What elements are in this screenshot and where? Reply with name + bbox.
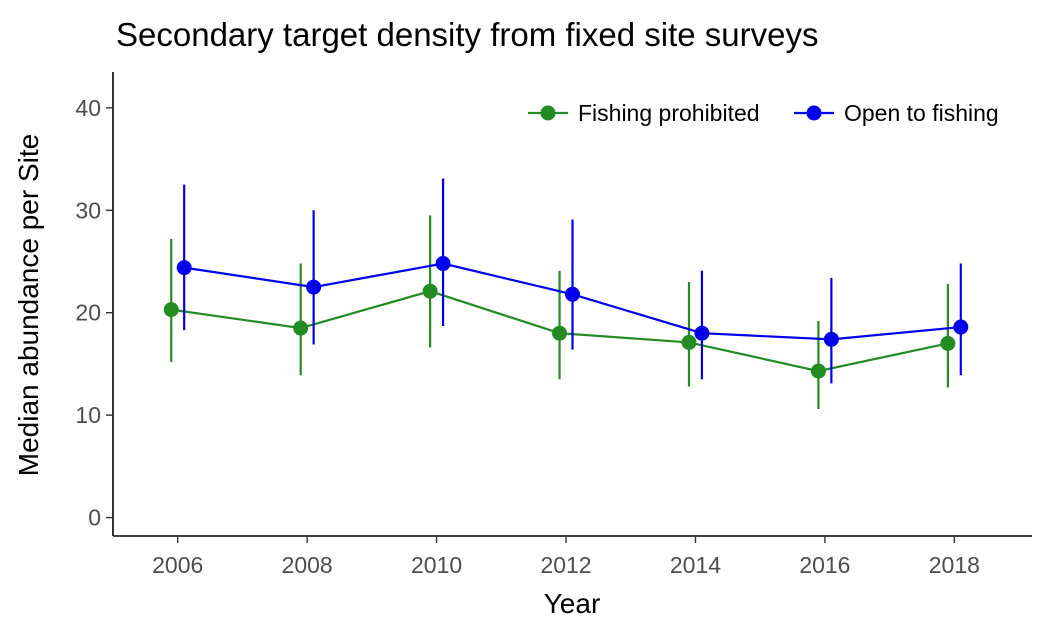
series-open-to-fishing: [176, 178, 969, 384]
x-axis-title: Year: [544, 588, 601, 619]
x-tick-label: 2008: [282, 552, 333, 578]
y-tick-label: 30: [75, 197, 101, 223]
data-point: [681, 334, 697, 350]
y-tick-label: 10: [75, 402, 101, 428]
data-point: [953, 319, 969, 335]
y-axis-ticks: 0 10 20 30 40: [75, 95, 113, 531]
legend-key-point: [806, 105, 822, 121]
x-tick-label: 2016: [799, 552, 850, 578]
data-point: [552, 325, 568, 341]
data-point: [565, 286, 580, 302]
data-point: [293, 320, 309, 336]
legend-label: Fishing prohibited: [578, 100, 760, 126]
x-tick-label: 2012: [540, 552, 591, 578]
x-tick-label: 2014: [670, 552, 721, 578]
chart-title: Secondary target density from fixed site…: [116, 16, 818, 53]
y-tick-label: 0: [88, 505, 101, 531]
y-tick-label: 40: [75, 95, 101, 121]
legend-label: Open to fishing: [844, 100, 999, 126]
legend: Fishing prohibited Open to fishing: [528, 100, 999, 126]
y-axis-title: Median abundance per Site: [13, 134, 44, 476]
data-point: [306, 279, 322, 295]
data-point: [176, 260, 192, 276]
data-point: [940, 335, 956, 351]
legend-key-point: [540, 105, 556, 121]
y-tick-label: 20: [75, 300, 101, 326]
data-point: [810, 363, 826, 379]
data-point: [163, 302, 179, 318]
x-tick-label: 2018: [929, 552, 980, 578]
data-point: [422, 283, 438, 299]
x-tick-label: 2010: [411, 552, 462, 578]
series-fishing-prohibited: [163, 215, 956, 409]
data-point: [694, 325, 710, 341]
data-point: [823, 331, 839, 347]
x-axis-ticks: 2006 2008 2010 2012 2014 2016 2018: [152, 536, 980, 578]
data-point: [435, 256, 451, 272]
x-tick-label: 2006: [152, 552, 203, 578]
series-layer: [163, 178, 969, 409]
